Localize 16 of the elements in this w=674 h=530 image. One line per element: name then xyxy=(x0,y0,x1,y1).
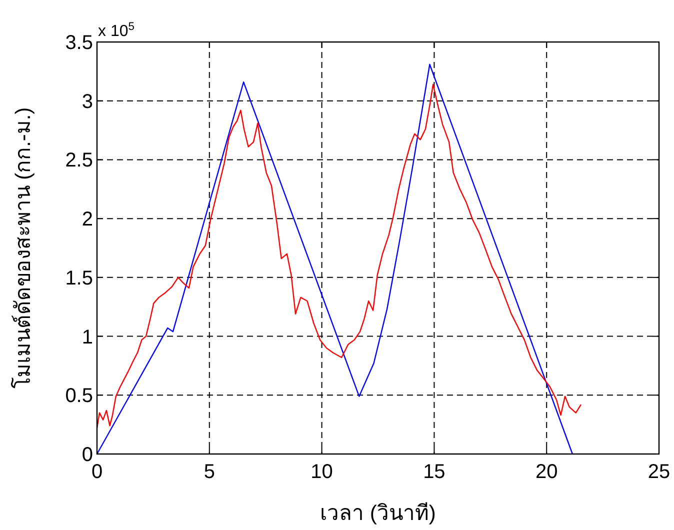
y-tick-label: 0.5 xyxy=(65,385,93,408)
text: x 10$^{5}$ xyxy=(98,21,134,40)
y-axis-title: โมเมนต์ดัดของสะพาน (กก.-ม.) xyxy=(11,107,35,389)
x-axis-title: เวลา (วินาที) xyxy=(320,502,436,525)
y-tick-label: 2.5 xyxy=(65,150,93,172)
x-tick-label: 15 xyxy=(423,461,446,483)
y-tick-label: 0 xyxy=(82,444,93,466)
x-tick-label: 5 xyxy=(204,461,215,483)
y-tick-label: 1 xyxy=(82,326,93,348)
x-tick-label: 20 xyxy=(535,461,558,483)
y-tick-label: 3 xyxy=(82,90,93,113)
x-tick-label: 10 xyxy=(310,461,333,483)
y-tick-label: 3.5 xyxy=(65,32,93,54)
y-tick-label: 2 xyxy=(82,208,93,231)
x-tick-label: 25 xyxy=(648,461,670,483)
y-tick-label: 1.5 xyxy=(65,267,93,290)
